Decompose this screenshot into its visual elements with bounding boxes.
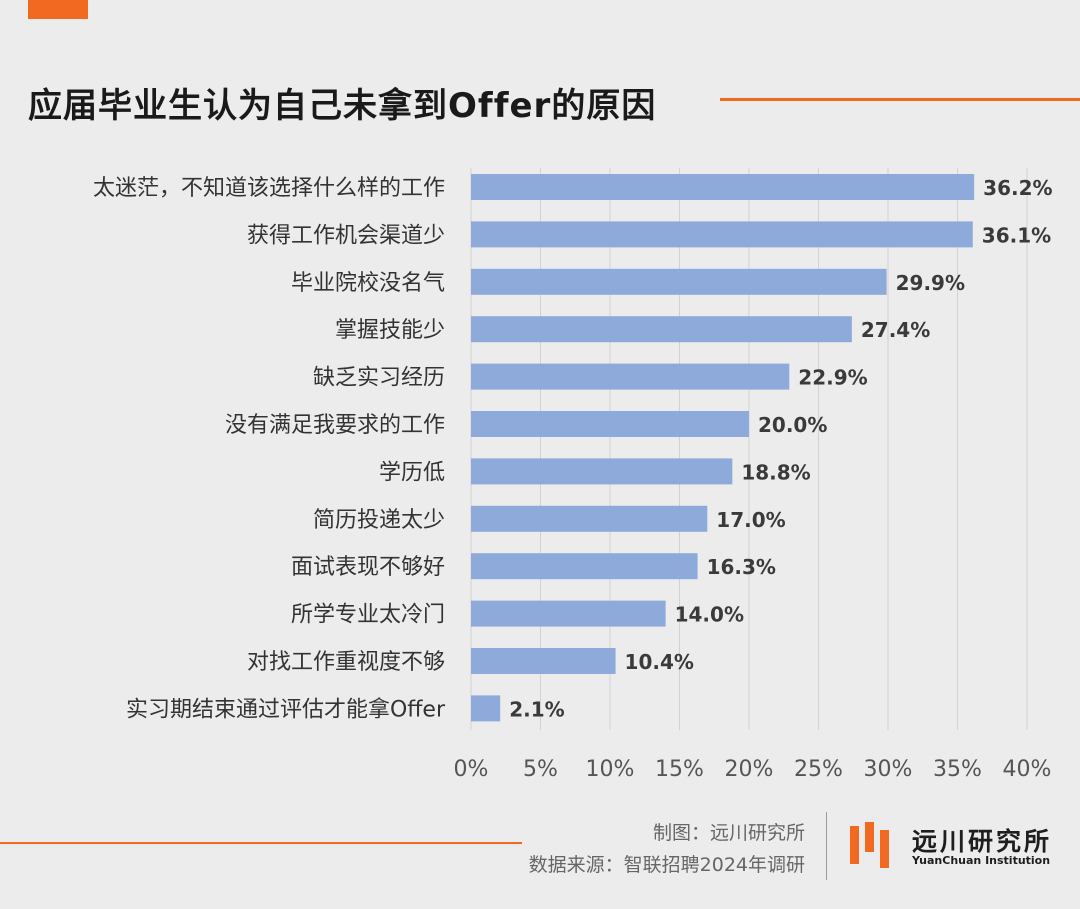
bar [471,363,790,390]
bar [471,695,501,722]
top-accent-block [28,0,88,19]
bar [471,268,887,295]
bar [471,553,698,580]
value-label: 36.2% [983,176,1052,200]
value-label: 29.9% [896,271,965,295]
footer-rule [0,842,522,844]
value-label: 20.0% [758,413,827,437]
logo-mark-icon [850,822,889,868]
x-tick-label: 25% [794,757,843,782]
value-label: 10.4% [625,650,694,674]
x-tick-label: 35% [933,757,982,782]
value-label: 18.8% [741,460,810,484]
x-tick-label: 0% [454,757,489,782]
value-label: 14.0% [675,603,744,627]
category-label: 太迷茫，不知道该选择什么样的工作 [93,176,445,201]
bar [471,174,975,200]
category-label: 学历低 [379,460,445,485]
x-tick-label: 5% [523,757,558,782]
chart-title: 应届毕业生认为自己未拿到Offer的原因 [28,86,657,126]
category-label: 没有满足我要求的工作 [225,413,445,438]
category-label: 毕业院校没名气 [291,271,445,296]
category-label: 获得工作机会渠道少 [247,223,445,248]
bar-chart: 太迷茫，不知道该选择什么样的工作 36.2% 获得工作机会渠道少 36.1% 毕业院校没… [93,168,1053,782]
value-label: 36.1% [982,223,1051,247]
category-label: 实习期结束通过评估才能拿Offer [126,696,446,722]
x-tick-label: 20% [725,757,774,782]
bar [471,505,708,532]
x-tick-label: 30% [864,757,913,782]
value-label: 22.9% [798,366,867,390]
category-label: 掌握技能少 [335,318,445,343]
bar [471,221,973,248]
x-tick-label: 15% [655,757,704,782]
value-label: 16.3% [707,555,776,579]
logo-name-en: YuanChuan Institution [912,854,1051,867]
bar [471,648,616,674]
category-label: 面试表现不够好 [291,555,445,580]
bar [471,411,749,437]
value-label: 17.0% [716,508,785,532]
bar [471,600,666,627]
logo: 远川研究所 YuanChuan Institution [848,822,1051,872]
logo-name-cn: 远川研究所 [912,827,1053,856]
footer-divider [826,812,827,880]
category-label: 简历投递太少 [313,508,445,533]
x-tick-label: 40% [1003,757,1052,782]
bar [471,316,852,343]
bar [471,458,733,485]
category-label: 所学专业太冷门 [291,603,445,628]
category-label: 对找工作重视度不够 [247,650,445,675]
x-tick-label: 10% [586,757,635,782]
title-rule [720,98,1080,101]
category-label: 缺乏实习经历 [313,366,445,391]
data-source: 数据来源：智联招聘2024年调研 [528,854,805,876]
value-label: 27.4% [861,318,930,342]
chart-credit: 制图：远川研究所 [652,822,805,844]
value-label: 2.1% [509,697,564,721]
